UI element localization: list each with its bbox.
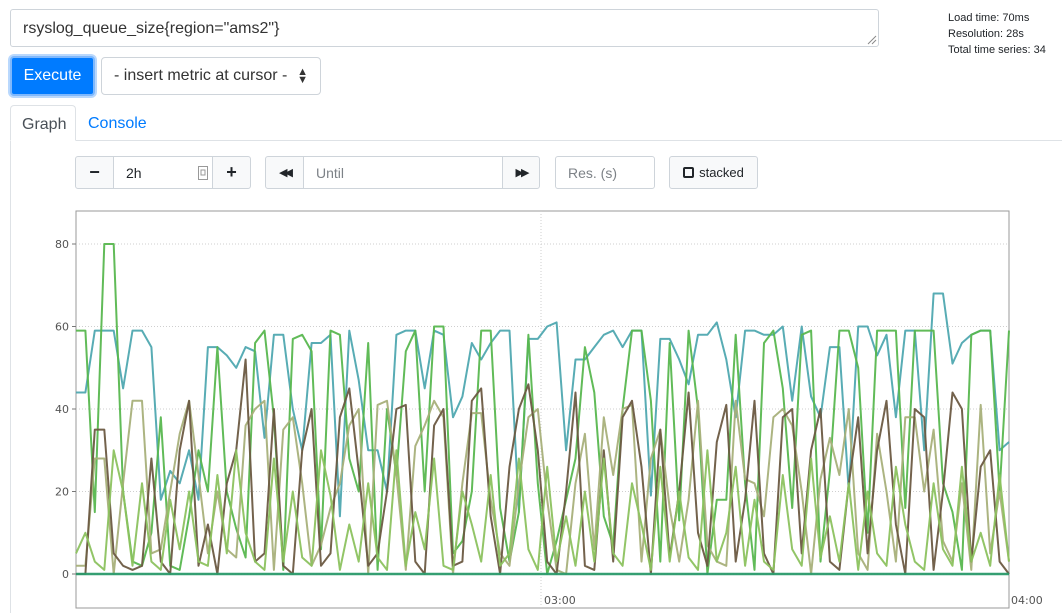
series-line xyxy=(76,399,1010,575)
select-caret-icon: ▲ ▼ xyxy=(297,66,308,86)
until-input[interactable]: Until xyxy=(303,156,503,189)
resize-grip-icon[interactable] xyxy=(866,34,877,45)
insert-metric-select[interactable]: - insert metric at cursor - ▲ ▼ xyxy=(101,57,321,95)
plus-icon: + xyxy=(226,162,237,182)
load-time: Load time: 70ms xyxy=(948,12,1030,24)
calendar-icon xyxy=(198,166,208,180)
checkbox-icon xyxy=(683,167,695,178)
y-tick-label: 0 xyxy=(62,568,69,581)
x-tick-label: 03:00 xyxy=(544,594,576,607)
stacked-label: stacked xyxy=(699,165,744,180)
time-back-button[interactable]: ◀◀ xyxy=(265,156,304,189)
series-line xyxy=(76,358,1010,575)
series-line xyxy=(75,449,1010,571)
y-tick-label: 60 xyxy=(55,321,69,334)
range-increase-button[interactable]: + xyxy=(212,156,251,189)
query-stats: Load time: 70ms Resolution: 28s Total ti… xyxy=(948,10,1046,58)
until-placeholder: Until xyxy=(316,165,345,181)
graph-panel xyxy=(10,141,1062,613)
resolution-input[interactable]: Res. (s) xyxy=(555,156,655,189)
tab-bar: Graph Console xyxy=(10,105,1062,141)
y-tick-label: 80 xyxy=(55,238,69,251)
execute-button[interactable]: Execute xyxy=(10,56,95,96)
y-tick-label: 40 xyxy=(55,403,69,416)
range-value: 2h xyxy=(126,165,142,181)
stacked-toggle-button[interactable]: stacked xyxy=(669,156,758,189)
resolution-stat: Resolution: 28s xyxy=(948,28,1024,40)
insert-metric-label: - insert metric at cursor - xyxy=(114,67,288,84)
rewind-icon: ◀◀ xyxy=(279,167,293,179)
time-forward-button[interactable]: ▶▶ xyxy=(502,156,540,189)
expression-input[interactable]: rsyslog_queue_size{region="ams2"} xyxy=(10,9,879,47)
fast-forward-icon: ▶▶ xyxy=(515,167,530,179)
y-tick-label: 20 xyxy=(55,486,69,499)
total-series-stat: Total time series: 34 xyxy=(948,44,1046,56)
tab-console[interactable]: Console xyxy=(88,115,147,132)
resolution-placeholder: Res. (s) xyxy=(568,165,617,181)
tab-graph[interactable]: Graph xyxy=(10,105,76,141)
series-line xyxy=(76,292,1010,518)
minus-icon: − xyxy=(89,162,100,182)
range-input[interactable]: 2h xyxy=(113,156,213,189)
x-tick-label: 04:00 xyxy=(1011,594,1043,607)
